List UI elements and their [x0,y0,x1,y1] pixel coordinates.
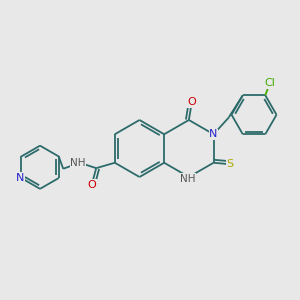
Text: N: N [209,129,218,139]
Text: O: O [87,180,96,190]
Text: S: S [226,159,234,169]
Text: NH: NH [70,158,86,168]
Text: Cl: Cl [264,78,275,88]
Text: N: N [16,173,24,183]
Text: NH: NH [180,173,195,184]
Text: O: O [188,97,196,107]
